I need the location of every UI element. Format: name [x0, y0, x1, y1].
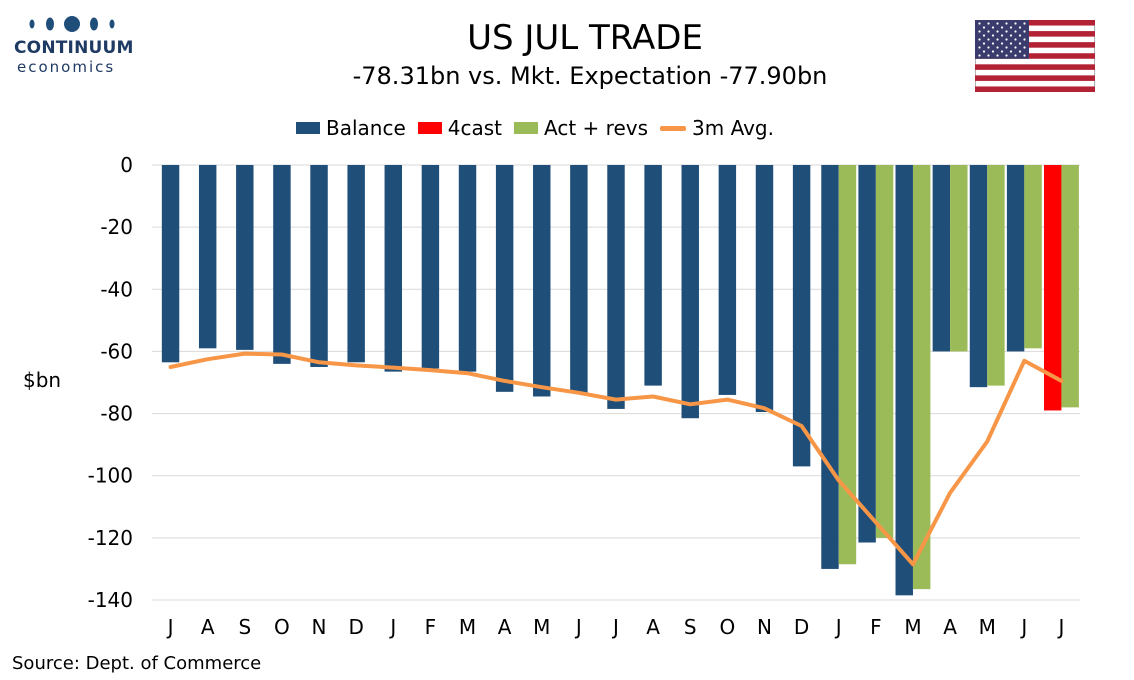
x-tick-label: J — [574, 615, 582, 639]
bar-balance — [858, 165, 876, 543]
x-tick-label: S — [684, 615, 697, 639]
x-tick-label: A — [943, 615, 957, 639]
x-tick-label: M — [533, 615, 550, 639]
bar-balance — [895, 165, 913, 596]
x-tick-label: D — [348, 615, 363, 639]
line-3m-avg — [168, 351, 1064, 567]
bar-balance — [718, 165, 737, 395]
legend-swatch-3m-avg — [660, 125, 686, 131]
bar-act-revs — [838, 165, 857, 565]
legend-label-balance: Balance — [326, 116, 406, 140]
bar-balance — [495, 165, 514, 392]
bar-balance — [273, 165, 291, 364]
logo-subtitle: economics — [17, 58, 116, 76]
y-tick-label: -120 — [88, 526, 133, 550]
x-tick-label: M — [459, 615, 476, 639]
bar-balance — [792, 165, 811, 467]
x-tick-label: A — [646, 615, 660, 639]
y-tick-label: 0 — [120, 153, 133, 177]
y-axis-label: $bn — [23, 368, 61, 392]
bar-act-revs — [875, 165, 894, 538]
chart-subtitle: -78.31bn vs. Mkt. Expectation -77.90bn — [352, 62, 828, 90]
y-tick-label: -40 — [100, 277, 133, 301]
x-tick-label: M — [904, 615, 921, 639]
bar-act-revs — [912, 165, 931, 590]
bar-balance — [969, 165, 988, 388]
y-tick-label: -20 — [100, 215, 133, 239]
legend-label-3m-avg: 3m Avg. — [692, 116, 774, 140]
bar-balance — [932, 165, 951, 352]
bar-balance — [644, 165, 662, 386]
bar-balance — [533, 165, 551, 397]
x-tick-label: J — [834, 615, 842, 639]
bar-balance — [570, 165, 588, 394]
bar-act-revs — [950, 165, 968, 352]
bar-4cast — [1043, 165, 1062, 411]
bar-balance — [310, 165, 328, 367]
legend-item-3m-avg: 3m Avg. — [660, 116, 774, 140]
x-tick-label: J — [388, 615, 396, 639]
logo-dots-icon — [29, 16, 115, 32]
source-note: Source: Dept. of Commerce — [12, 653, 262, 674]
x-tick-label: J — [1019, 615, 1027, 639]
legend-swatch-balance — [296, 122, 320, 134]
x-tick-label: O — [274, 615, 290, 639]
x-tick-label: F — [870, 615, 882, 639]
x-tick-label: N — [312, 615, 327, 639]
bar-balance — [421, 165, 440, 369]
bar-balance — [347, 165, 365, 363]
x-tick-label: F — [425, 615, 437, 639]
bar-balance — [681, 165, 699, 419]
x-tick-label: J — [1056, 615, 1064, 639]
us-flag-icon — [975, 20, 1095, 92]
bar-balance — [161, 165, 180, 363]
y-tick-label: -60 — [100, 339, 133, 363]
chart-legend: Balance 4cast Act + revs 3m Avg. — [296, 115, 786, 141]
x-tick-label: M — [979, 615, 996, 639]
x-tick-label: S — [238, 615, 251, 639]
x-tick-label: A — [201, 615, 215, 639]
chart-title: US JUL TRADE — [467, 18, 703, 58]
x-tick-label: D — [794, 615, 809, 639]
legend-label-4cast: 4cast — [447, 116, 503, 140]
x-tick-label: O — [719, 615, 735, 639]
x-tick-label: J — [166, 615, 174, 639]
logo-name: CONTINUUM — [14, 38, 134, 58]
x-tick-label: J — [611, 615, 619, 639]
bar-balance — [458, 165, 477, 372]
x-tick-label: N — [757, 615, 772, 639]
bar-act-revs — [987, 165, 1005, 386]
legend-swatch-4cast — [417, 122, 442, 134]
legend-label-act-revs: Act + revs — [544, 116, 648, 140]
legend-item-4cast: 4cast — [417, 116, 503, 140]
x-tick-label: A — [498, 615, 512, 639]
bar-balance — [755, 165, 774, 413]
legend-swatch-act-revs — [514, 122, 539, 134]
bar-balance — [198, 165, 217, 349]
bar-balance — [607, 165, 625, 409]
legend-item-balance: Balance — [296, 116, 406, 140]
y-tick-label: -140 — [88, 588, 133, 612]
bar-act-revs — [1061, 165, 1079, 408]
legend-item-act-revs: Act + revs — [514, 116, 648, 140]
bar-balance — [384, 165, 403, 372]
bar-balance — [821, 165, 839, 569]
bar-act-revs — [1024, 165, 1042, 349]
bar-balance — [1006, 165, 1025, 352]
bar-balance — [236, 165, 254, 350]
y-tick-label: -100 — [88, 464, 133, 488]
y-tick-label: -80 — [100, 402, 133, 426]
